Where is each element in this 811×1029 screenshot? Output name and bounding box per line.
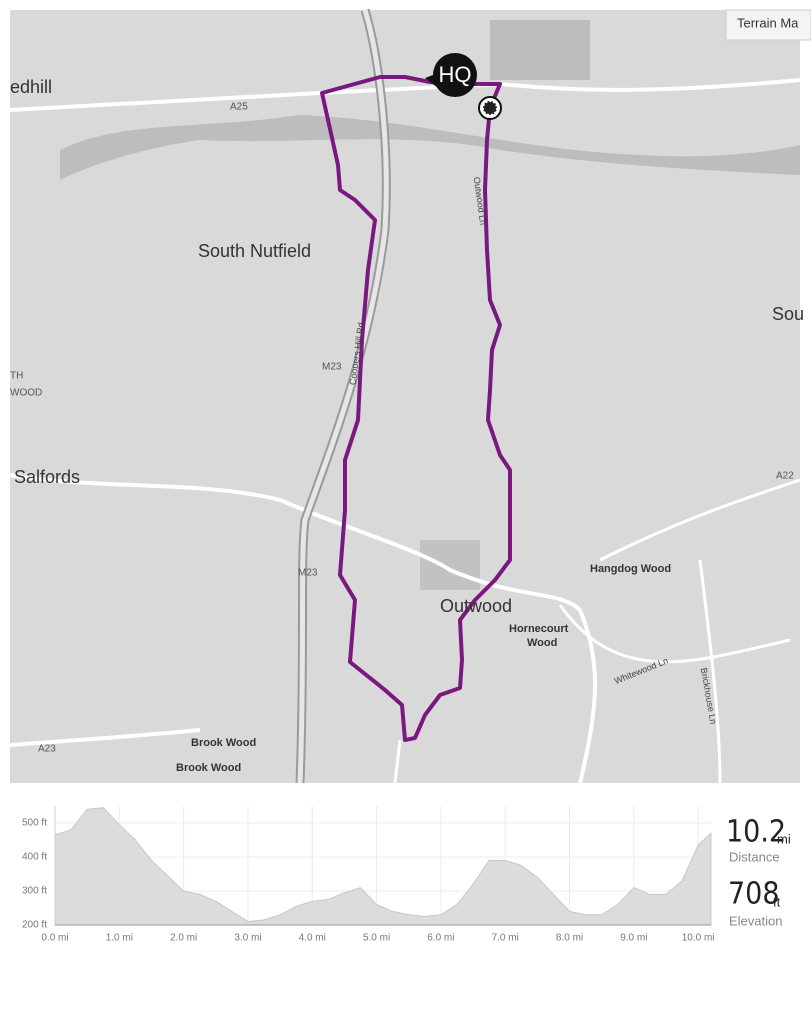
finish-marker: [478, 96, 502, 120]
x-tick-label: 10.0 mi: [682, 933, 715, 944]
distance-value: 10.2: [726, 815, 786, 850]
x-tick-label: 6.0 mi: [427, 933, 454, 944]
x-tick-label: 5.0 mi: [363, 933, 390, 944]
roads: [9, 78, 801, 784]
y-tick-label: 300 ft: [22, 886, 47, 897]
place-label: Hornecourt: [509, 623, 569, 635]
place-label: South Nutfield: [198, 241, 311, 261]
place-label: Salfords: [14, 467, 80, 487]
elevation-value: 708: [728, 877, 780, 912]
place-label: Sou: [772, 304, 804, 324]
y-tick-label: 400 ft: [22, 852, 47, 863]
area: [420, 540, 480, 590]
x-tick-label: 2.0 mi: [170, 933, 197, 944]
road-label: M23: [322, 362, 342, 373]
ridge: [60, 115, 800, 180]
x-tick-label: 8.0 mi: [556, 933, 583, 944]
terrain-button[interactable]: [725, 9, 811, 41]
place-label: Hangdog Wood: [590, 563, 671, 575]
stats: 10.2 mi Distance 708 ft Elevation: [726, 815, 791, 929]
elevation-area: [54, 807, 712, 926]
place-label: Brook Wood: [191, 737, 256, 749]
place-label: Wood: [527, 637, 557, 649]
x-tick-label: 4.0 mi: [299, 933, 326, 944]
elevation-caption: Elevation: [729, 913, 782, 928]
x-tick-label: 1.0 mi: [106, 933, 133, 944]
place-label: Outwood: [440, 596, 512, 616]
x-tick-label: 7.0 mi: [492, 933, 519, 944]
map: HQ Terrain Ma edhill South Nutfield Sou …: [9, 8, 811, 784]
distance-unit: mi: [777, 831, 791, 846]
area: [490, 20, 590, 80]
y-tick-label: 200 ft: [22, 920, 47, 931]
distance-caption: Distance: [729, 849, 780, 864]
place-label: TH: [10, 371, 23, 382]
hq-label: HQ: [439, 62, 472, 87]
terrain-button-label[interactable]: Terrain Ma: [737, 15, 799, 30]
route: [320, 75, 512, 742]
motorway: [297, 9, 389, 784]
place-label: WOOD: [10, 388, 42, 399]
place-label: Brook Wood: [176, 762, 241, 774]
elevation-chart: 200 ft 300 ft 400 ft 500 ft 0.0 mi 1.0 mi 2.0 …: [22, 806, 715, 944]
hq-marker: HQ: [425, 53, 477, 97]
x-tick-label: 9.0 mi: [620, 933, 647, 944]
road-label: A22: [776, 471, 794, 482]
elevation-unit: ft: [773, 894, 781, 909]
road-label: A25: [230, 102, 248, 113]
x-tick-label: 0.0 mi: [41, 933, 68, 944]
road-label: M23: [298, 568, 318, 579]
y-tick-label: 500 ft: [22, 818, 47, 829]
x-tick-label: 3.0 mi: [234, 933, 261, 944]
place-label: edhill: [10, 77, 52, 97]
road-label: A23: [38, 744, 56, 755]
